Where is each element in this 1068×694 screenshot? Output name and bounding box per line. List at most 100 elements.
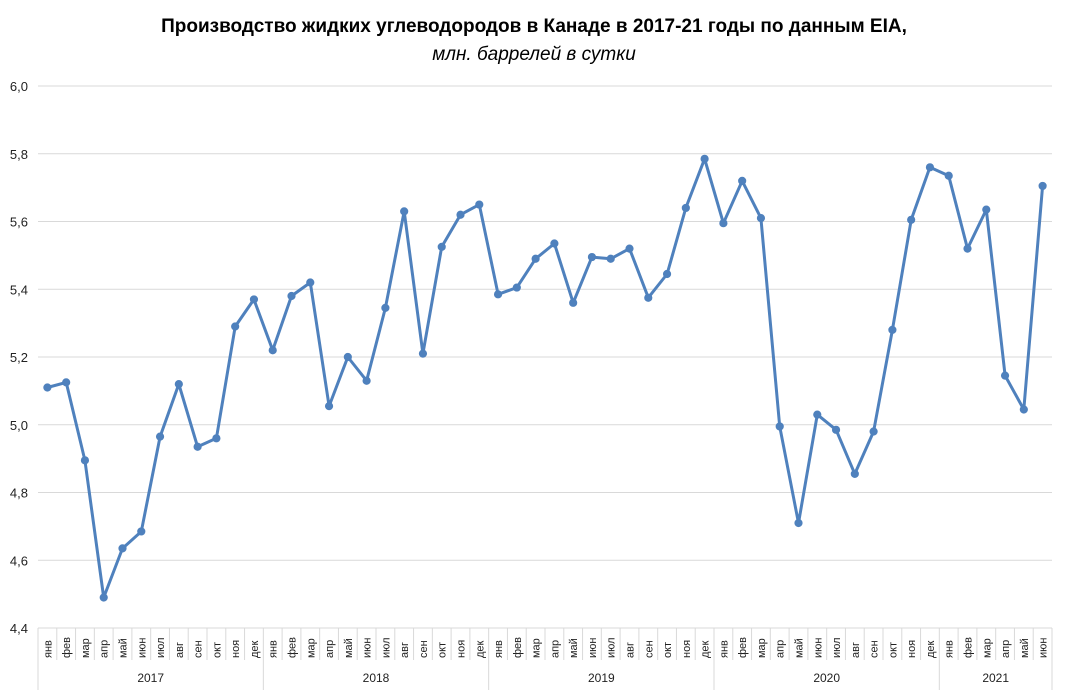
x-tick-label-month: май: [118, 638, 130, 658]
gridlines: [38, 85, 1052, 629]
data-point: [719, 219, 728, 228]
x-tick-label-month: фев: [287, 637, 299, 658]
data-point: [249, 295, 259, 304]
data-point: [606, 254, 615, 263]
data-point: [944, 171, 953, 180]
chart-title: Производство жидких углеводородов в Кана…: [161, 16, 907, 37]
data-point: [212, 434, 221, 443]
data-point: [756, 214, 766, 223]
data-point: [1038, 181, 1047, 191]
x-tick-label-month: ноя: [230, 640, 242, 658]
data-point: [831, 425, 841, 434]
data-point: [118, 544, 127, 553]
x-tick-label-month: май: [343, 638, 355, 658]
x-tick-label-month: ноя: [456, 640, 468, 658]
x-tick-label-month: май: [1019, 638, 1031, 658]
data-point: [963, 244, 972, 253]
x-tick-label-year: 2021: [982, 671, 1009, 685]
x-tick-label-month: дек: [474, 640, 486, 658]
y-tick-label: 4,6: [10, 553, 28, 568]
data-point: [982, 205, 991, 214]
data-point: [400, 207, 409, 216]
data-point: [907, 215, 916, 224]
data-point: [193, 442, 202, 451]
x-tick-label-month: июн: [812, 638, 824, 658]
x-tick-label-month: авг: [850, 642, 862, 658]
data-point: [287, 291, 296, 301]
y-tick-label: 5,2: [10, 350, 28, 365]
data-point: [456, 210, 465, 219]
data-point: [775, 422, 784, 431]
x-tick-label-month: фев: [963, 637, 975, 658]
y-tick-label: 5,0: [10, 418, 28, 433]
y-tick-label: 4,4: [10, 621, 28, 636]
x-tick-label-month: фев: [737, 637, 749, 658]
y-tick-label: 5,6: [10, 215, 28, 230]
x-tick-label-month: апр: [775, 640, 787, 658]
x-tick-label-month: июл: [155, 637, 167, 658]
data-point: [418, 349, 428, 358]
x-tick-label-month: мар: [80, 638, 92, 658]
data-point: [738, 176, 747, 185]
x-tick-label-month: мар: [756, 638, 768, 658]
x-tick-label-month: авг: [399, 642, 411, 658]
data-point: [794, 518, 803, 528]
x-tick-label-month: ноя: [906, 640, 918, 658]
x-tick-label-month: апр: [99, 640, 111, 658]
x-tick-label-month: сен: [418, 640, 430, 658]
data-point: [80, 456, 90, 465]
data-point: [306, 278, 315, 287]
x-tick-label-month: июн: [587, 638, 599, 658]
data-point: [174, 380, 183, 389]
x-tick-label-month: ноя: [681, 640, 693, 658]
data-point: [381, 303, 390, 312]
data-point: [869, 427, 878, 436]
x-tick-label-month: янв: [493, 640, 505, 658]
x-tick-label-year: 2019: [588, 671, 615, 685]
x-tick-label-year: 2020: [813, 671, 840, 685]
x-tick-label-month: июн: [362, 638, 374, 658]
data-point: [137, 527, 146, 536]
data-point: [62, 378, 71, 387]
y-tick-label: 5,4: [10, 282, 28, 297]
x-tick-label-month: сен: [869, 640, 881, 658]
data-point: [662, 269, 672, 279]
data-point: [1000, 371, 1010, 380]
data-point: [343, 352, 352, 362]
series-line: [47, 157, 1045, 599]
x-tick-label-month: авг: [625, 642, 637, 658]
data-point: [813, 410, 822, 419]
data-point: [324, 402, 334, 411]
data-point: [625, 244, 634, 253]
data-point: [925, 163, 935, 172]
data-point: [512, 283, 521, 292]
x-tick-label-month: май: [568, 638, 580, 658]
data-point: [437, 242, 446, 252]
data-point: [587, 252, 597, 262]
x-tick-label-month: янв: [268, 640, 280, 658]
data-point: [531, 254, 540, 263]
x-tick-label-month: фев: [512, 637, 524, 658]
x-tick-label-month: мар: [981, 638, 993, 658]
x-tick-label-month: янв: [718, 640, 730, 658]
data-point: [493, 290, 503, 299]
data-point: [99, 593, 108, 602]
x-tick-label-month: окт: [662, 642, 674, 658]
y-tick-label: 4,8: [10, 486, 28, 501]
x-tick-label-month: сен: [643, 640, 655, 658]
x-tick-label-month: мар: [305, 638, 317, 658]
x-axis: янв фев мар апр май июн июл авг сен окт ноя дек янв ф…: [37, 627, 1053, 690]
x-tick-label-month: дек: [249, 640, 261, 658]
y-tick-label: 5,8: [10, 147, 28, 162]
x-tick-label-month: окт: [211, 642, 223, 658]
x-tick-label-month: авг: [174, 642, 186, 658]
x-tick-label-month: янв: [42, 640, 54, 658]
data-point: [569, 298, 578, 307]
data-point: [681, 203, 690, 213]
data-point: [43, 383, 52, 392]
series-line-group: [43, 154, 1047, 602]
x-tick-label-month: апр: [549, 640, 561, 658]
data-point: [1019, 405, 1028, 414]
x-tick-label-month: дек: [925, 640, 937, 658]
